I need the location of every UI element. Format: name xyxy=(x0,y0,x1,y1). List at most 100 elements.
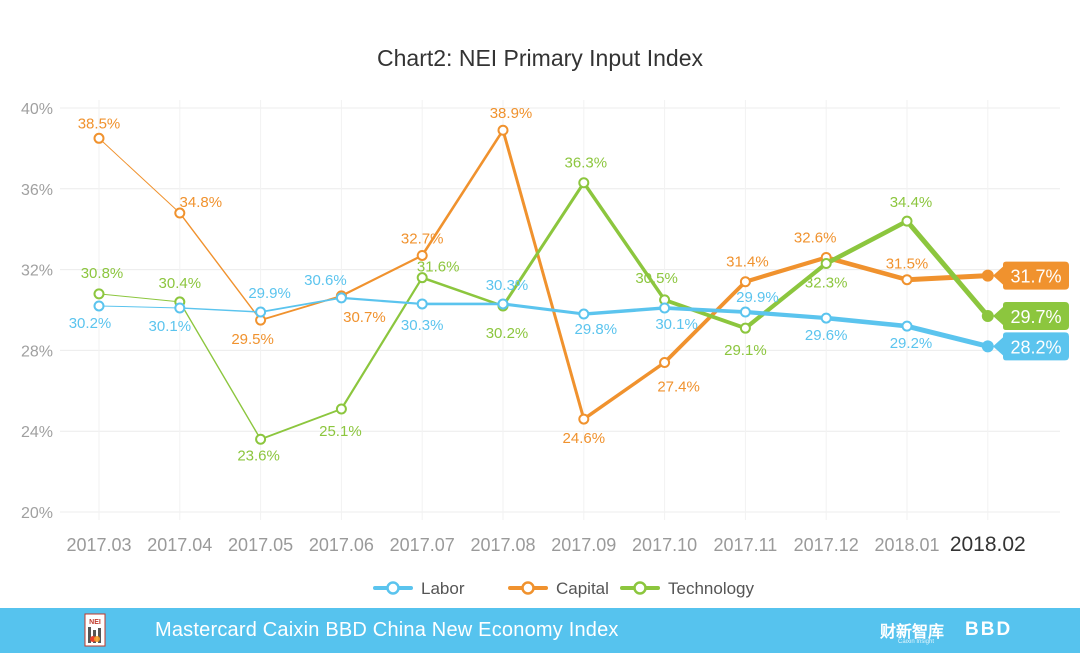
capital-point xyxy=(901,274,913,286)
y-tick-label: 36% xyxy=(21,182,53,199)
capital-data-label: 30.7% xyxy=(343,309,386,326)
x-tick-label: 2017.06 xyxy=(309,535,374,555)
labor-data-label: 29.9% xyxy=(248,285,291,302)
labor-line-segment xyxy=(582,306,667,316)
x-tick-label: 2017.03 xyxy=(66,535,131,555)
technology-data-label: 36.3% xyxy=(565,155,608,172)
technology-data-label: 25.1% xyxy=(319,423,362,440)
labor-data-label: 29.9% xyxy=(736,289,779,306)
x-tick-label: 2017.11 xyxy=(714,535,778,555)
technology-legend-label: Technology xyxy=(668,579,755,598)
technology-line-segment xyxy=(904,218,991,319)
data-labels: 38.5% 34.8% 29.5% 30.7% 32.7% 38.9% 24.6% 27.4%… xyxy=(69,105,933,464)
y-tick-label: 28% xyxy=(21,343,53,360)
chart-legend: Labor Capital Technology xyxy=(373,579,755,598)
footer-bar: NEI Mastercard Caixin BBD China New Econ… xyxy=(0,608,1080,653)
labor-point xyxy=(335,292,347,304)
capital-data-label: 27.4% xyxy=(657,379,700,396)
technology-line-segment xyxy=(743,261,829,331)
labor-line-segment xyxy=(501,302,586,316)
labor-legend-marker xyxy=(386,581,400,595)
technology-point xyxy=(578,177,590,189)
labor-data-label: 30.3% xyxy=(401,317,444,334)
capital-data-label: 31.5% xyxy=(886,256,929,273)
labor-line-segment xyxy=(259,296,343,313)
capital-line-segment xyxy=(179,212,262,321)
bbd-logo: BBD xyxy=(965,619,1013,640)
labor-point xyxy=(739,306,751,318)
y-tick-label: 40% xyxy=(21,101,53,118)
labor-point xyxy=(497,298,509,310)
capital-line-segment xyxy=(420,128,505,257)
technology-line-segment xyxy=(179,301,262,440)
technology-line-segment xyxy=(98,293,181,303)
capital-point xyxy=(578,413,590,425)
capital-point xyxy=(416,249,428,261)
labor-data-label: 30.1% xyxy=(149,318,192,335)
footer-tagline: Mastercard Caixin BBD China New Economy … xyxy=(155,619,619,641)
technology-point xyxy=(981,310,994,323)
capital-line-segment xyxy=(904,273,991,283)
chart-title: Chart2: NEI Primary Input Index xyxy=(377,45,703,71)
y-axis: 20% 24% 28% 32% 36% 40% xyxy=(21,101,53,522)
labor-data-label: 29.6% xyxy=(805,327,848,344)
labor-line-segment xyxy=(98,305,181,309)
technology-data-label: 30.5% xyxy=(635,270,678,287)
technology-point xyxy=(820,258,832,270)
chart-canvas: Chart2: NEI Primary Input Index 20% 24% 28… xyxy=(21,45,1069,598)
labor-line-segment xyxy=(904,323,991,349)
capital-line-segment xyxy=(823,255,910,283)
technology-data-label: 30.4% xyxy=(159,275,202,292)
y-tick-label: 24% xyxy=(21,424,53,441)
technology-line-segment xyxy=(259,408,343,441)
x-tick-label: 2017.12 xyxy=(794,535,859,555)
capital-data-label: 31.4% xyxy=(726,254,769,271)
capital-end-value: 31.7% xyxy=(1010,267,1061,287)
technology-line-segment xyxy=(501,181,586,308)
technology-line-segment xyxy=(662,297,748,331)
labor-point xyxy=(255,306,267,318)
labor-data-label: 30.3% xyxy=(486,277,529,294)
technology-data-label: 32.3% xyxy=(805,275,848,292)
capital-legend-label: Capital xyxy=(556,579,609,598)
technology-legend-marker xyxy=(633,581,647,595)
labor-data-label: 29.8% xyxy=(575,321,618,338)
capital-point xyxy=(739,276,751,288)
labor-legend-label: Labor xyxy=(421,579,465,598)
capital-point xyxy=(93,132,105,144)
technology-line-segment xyxy=(582,181,667,302)
technology-point xyxy=(255,433,267,445)
technology-data-label: 31.6% xyxy=(417,259,460,276)
x-tick-label: 2017.08 xyxy=(470,535,535,555)
caixin-insight-logo: 财新智库 xyxy=(880,624,945,641)
labor-line-segment xyxy=(340,296,424,306)
labor-point xyxy=(578,308,590,320)
capital-point xyxy=(981,269,994,282)
capital-legend-marker xyxy=(521,581,535,595)
labor-line-segment xyxy=(743,309,829,321)
capital-line-segment xyxy=(501,128,586,421)
labor-point xyxy=(93,300,105,312)
technology-data-label: 29.1% xyxy=(724,342,767,359)
capital-point xyxy=(497,124,509,136)
technology-end-value: 29.7% xyxy=(1010,307,1061,327)
technology-data-label: 34.4% xyxy=(890,194,933,211)
labor-point xyxy=(901,320,913,332)
capital-data-label: 29.5% xyxy=(231,331,274,348)
capital-data-label: 38.9% xyxy=(490,105,533,122)
x-tick-label: 2018.01 xyxy=(874,535,939,555)
labor-point xyxy=(416,298,428,310)
labor-point xyxy=(820,312,832,324)
capital-line-segment xyxy=(662,279,748,365)
labor-point xyxy=(659,302,671,314)
x-axis: 2017.03 2017.04 2017.05 2017.06 2017.07 2017.… xyxy=(66,533,1025,556)
x-tick-label: 2017.09 xyxy=(551,535,616,555)
labor-data-label: 30.1% xyxy=(655,316,698,333)
capital-data-label: 32.6% xyxy=(794,229,837,246)
labor-line-segment xyxy=(662,306,748,314)
x-tick-label: 2017.07 xyxy=(390,535,455,555)
technology-point xyxy=(739,322,751,334)
labor-end-tag xyxy=(993,332,1069,361)
y-tick-label: 32% xyxy=(21,263,53,280)
chart-series xyxy=(93,124,994,445)
